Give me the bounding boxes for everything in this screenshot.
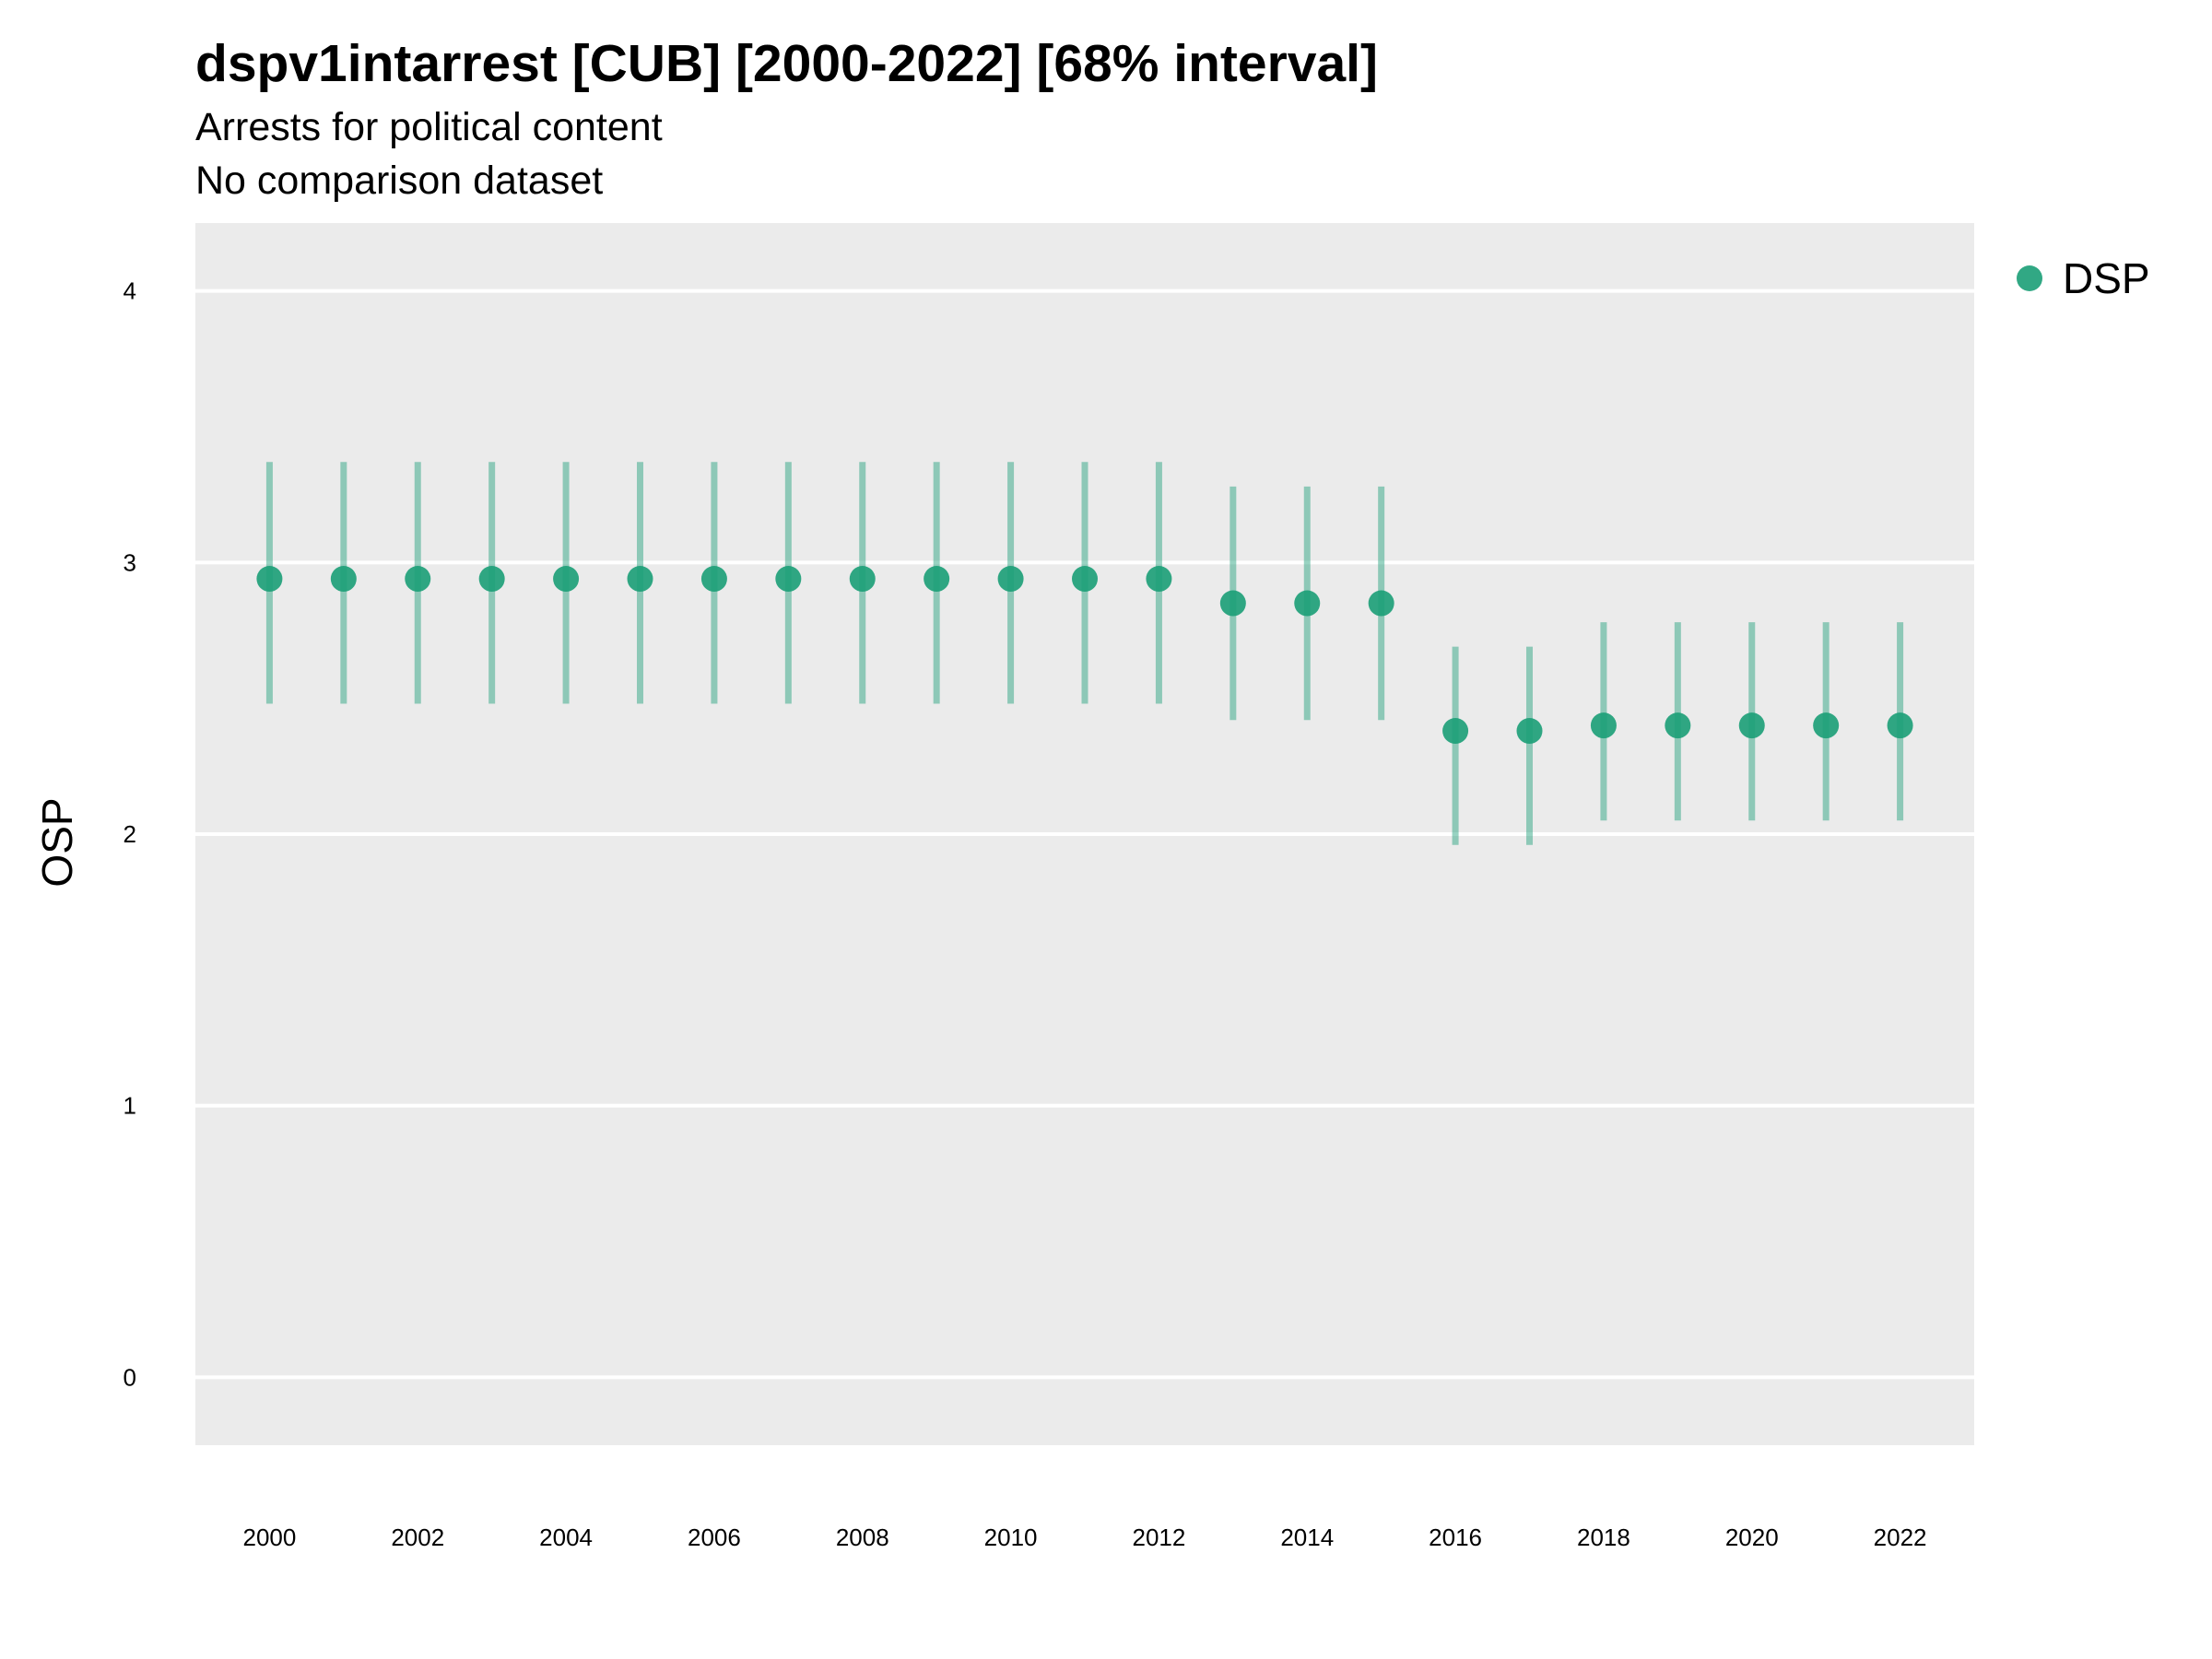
point-2007 [775,566,802,593]
point-2018 [1590,712,1617,739]
y-tick-label-1: 1 [124,1092,136,1120]
point-2003 [478,566,505,593]
point-2015 [1368,590,1394,617]
point-2009 [924,566,950,593]
point-2004 [553,566,580,593]
point-2002 [405,566,431,593]
legend: DSP [2017,254,2150,302]
point-2006 [700,566,727,593]
chart-subtitle-line-2: No comparison dataset [195,159,604,203]
x-tick-label-2018: 2018 [1577,1524,1630,1551]
x-tick-label-2012: 2012 [1132,1524,1185,1551]
y-tick-label-3: 3 [124,548,136,576]
point-2001 [330,566,357,593]
x-tick-label-2008: 2008 [836,1524,889,1551]
legend-key-dsp [2017,265,2042,291]
x-tick-label-2000: 2000 [242,1524,296,1551]
x-tick-label-2002: 2002 [391,1524,444,1551]
y-tick-label-2: 2 [124,820,136,848]
point-2014 [1294,590,1321,617]
x-tick-label-2022: 2022 [1874,1524,1927,1551]
point-2013 [1219,590,1246,617]
point-2022 [1887,712,1913,739]
x-tick-label-2020: 2020 [1725,1524,1779,1551]
point-2011 [1072,566,1098,593]
y-tick-label-4: 4 [124,277,136,305]
y-tick-label-0: 0 [124,1363,136,1391]
point-2005 [627,566,653,593]
point-2008 [849,566,876,593]
chart-title: dspv1intarrest [CUB] [2000-2022] [68% in… [195,34,1378,93]
x-tick-label-2016: 2016 [1429,1524,1482,1551]
chart-subtitle-line-1: Arrests for political content [195,105,663,149]
legend-label-dsp: DSP [2063,254,2150,302]
point-2000 [256,566,283,593]
point-2021 [1813,712,1840,739]
point-2019 [1665,712,1691,739]
point-2020 [1738,712,1765,739]
x-tick-label-2010: 2010 [984,1524,1038,1551]
x-tick-label-2014: 2014 [1280,1524,1334,1551]
x-tick-label-2004: 2004 [539,1524,593,1551]
point-2017 [1516,718,1543,745]
x-tick-label-2006: 2006 [688,1524,741,1551]
point-2010 [997,566,1024,593]
point-2016 [1442,718,1469,745]
point-2012 [1146,566,1172,593]
y-axis-title: OSP [33,797,81,887]
